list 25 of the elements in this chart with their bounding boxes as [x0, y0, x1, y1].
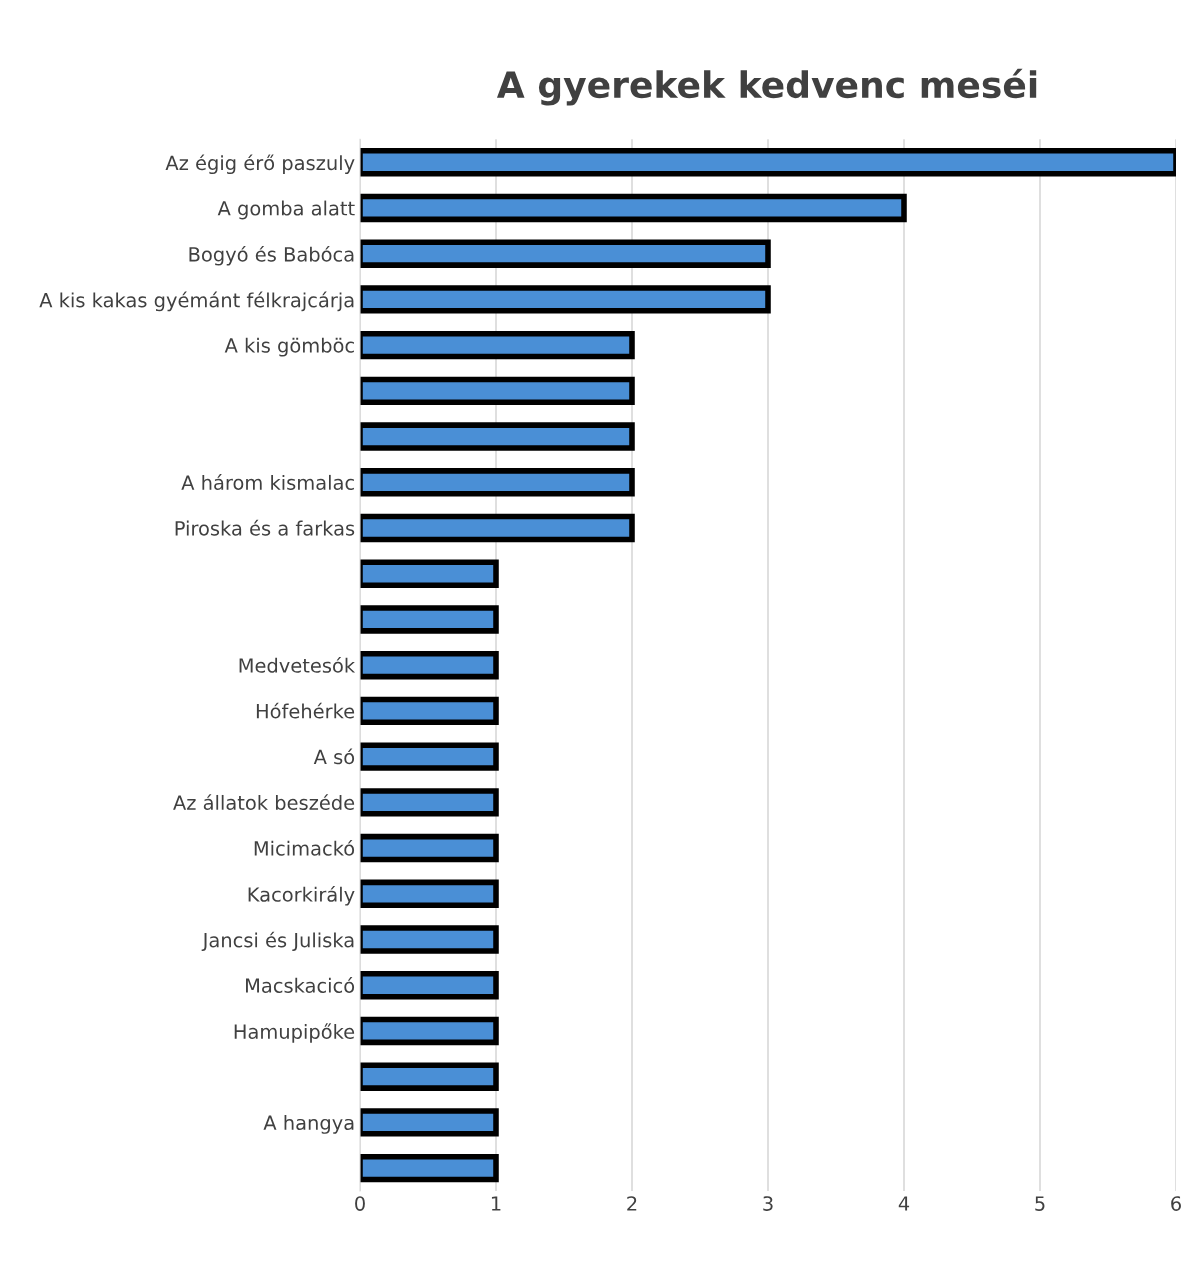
x-tick-label: 2 [627, 1196, 637, 1211]
y-tick-label: A kis gömböc [224, 337, 354, 357]
y-tick-label: Kacorkirály [248, 886, 355, 906]
x-tick-label: 0 [355, 1196, 365, 1211]
x-tick-label: 3 [763, 1196, 773, 1211]
y-tick-label: Medvetesók [239, 657, 356, 673]
y-tick-label: A só [313, 748, 355, 765]
chart-title: A gyerekek kedvenc meséi [496, 68, 1037, 106]
y-tick-label: Micimackó [254, 839, 355, 856]
y-tick-label: Az égig érő paszuly [165, 154, 355, 175]
y-tick-label: Hófehérke [256, 702, 355, 719]
x-tick-label: 6 [1171, 1196, 1181, 1211]
x-tick-label: 4 [898, 1196, 910, 1211]
y-tick-label: A gomba alatt [217, 200, 355, 220]
y-tick-label: Bogyó és Babóca [189, 245, 354, 266]
y-tick-label: A hangya [263, 1115, 354, 1134]
y-tick-label: A három kismalac [181, 474, 354, 490]
y-tick-label: Piroska és a farkas [175, 519, 355, 536]
y-tick-label: Macskacicó [246, 977, 355, 993]
x-tick-label: 1 [491, 1196, 501, 1211]
y-tick-label: Hamupipőke [234, 1023, 355, 1043]
y-tick-label: A kis kakas gyémánt félkrajcárja [39, 291, 354, 312]
x-tick-label: 5 [1035, 1196, 1045, 1211]
y-tick-label: Az állatok beszéde [173, 794, 355, 811]
y-tick-label: Jancsi és Juliska [201, 931, 354, 952]
